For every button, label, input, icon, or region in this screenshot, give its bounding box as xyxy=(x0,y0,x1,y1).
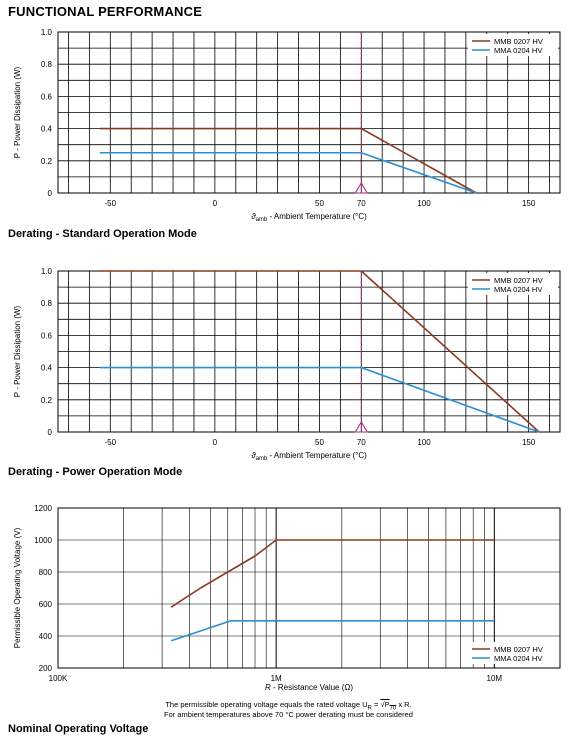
derating-standard-chart: 0 0.2 0.4 0.6 0.8 1.0 -50 0 50 70 100 150 MMB 0207 H… xyxy=(13,28,561,223)
plot-frame xyxy=(57,507,561,669)
series-line-1 xyxy=(99,366,540,433)
y-tick-label: 800 xyxy=(39,568,53,577)
x-tick-label: -50 xyxy=(105,438,117,447)
y-axis-label: P - Power Dissipation (W) xyxy=(13,305,22,397)
x-tick-label: 150 xyxy=(522,199,536,208)
x-tick-label: 50 xyxy=(315,438,324,447)
page-title: FUNCTIONAL PERFORMANCE xyxy=(8,4,203,19)
x-axis-label-symbol: R xyxy=(265,683,271,692)
voltage-note-text: The permissible operating voltage equals… xyxy=(165,700,368,709)
y-tick-label: 1000 xyxy=(34,536,52,545)
y-tick-label: 0.6 xyxy=(41,92,53,101)
y-tick-label: 1.0 xyxy=(41,28,53,37)
series-line-0 xyxy=(99,127,477,194)
x-tick-label: 10M xyxy=(487,674,503,683)
x-tick-label: 100 xyxy=(417,438,431,447)
x-axis-label-text: - Ambient Temperature (°C) xyxy=(267,212,367,221)
legend-label-1: MMA 0204 HV xyxy=(494,285,542,294)
series-line-1 xyxy=(170,620,495,642)
x-axis-label: ϑamb - Ambient Temperature (°C) xyxy=(251,451,367,462)
voltage-note-eq: = xyxy=(371,700,381,709)
x-tick-label: 70 xyxy=(357,438,366,447)
marker-triangle xyxy=(354,182,369,194)
x-tick-label: -50 xyxy=(105,199,117,208)
series-line-0 xyxy=(170,539,495,608)
legend-label-0: MMB 0207 HV xyxy=(494,276,543,285)
legend-label-0: MMB 0207 HV xyxy=(494,645,543,654)
series-line-0 xyxy=(99,270,540,433)
derating-power-chart: 0 0.2 0.4 0.6 0.8 1.0 -50 0 50 70 100 150 MMB 0207 H… xyxy=(13,267,561,462)
legend-label-0: MMB 0207 HV xyxy=(494,37,543,46)
legend-label-1: MMA 0204 HV xyxy=(494,46,542,55)
y-axis-label: Permissible Operating Voltage (V) xyxy=(13,527,22,648)
legend-label-1: MMA 0204 HV xyxy=(494,654,542,663)
y-tick-label: 0.6 xyxy=(41,331,53,340)
plot-frame xyxy=(57,31,561,194)
x-tick-label: 100 xyxy=(417,199,431,208)
voltage-note-line2: For ambient temperatures above 70 °C pow… xyxy=(164,710,413,719)
y-tick-label: 0 xyxy=(48,428,53,437)
voltage-note-sub: R xyxy=(367,705,372,712)
voltage-note-expr-sub: 70 xyxy=(389,705,397,712)
x-axis-label-symbol: ϑ xyxy=(251,451,256,460)
chart-caption-power: Derating - Power Operation Mode xyxy=(8,466,183,478)
nominal-voltage-chart: 200 400 600 800 1000 1200 100K 1M 10M MMB 0207 HV… xyxy=(13,504,561,692)
x-axis-label: R - Resistance Value (Ω) xyxy=(265,683,353,692)
x-tick-label: 100K xyxy=(49,674,68,683)
chart-caption-standard: Derating - Standard Operation Mode xyxy=(8,228,197,240)
voltage-note-expr: √P xyxy=(380,700,390,709)
y-tick-label: 0.4 xyxy=(41,125,53,134)
x-tick-label: 0 xyxy=(213,199,218,208)
x-axis-label-sub: amb xyxy=(256,456,268,462)
chart-caption-voltage: Nominal Operating Voltage xyxy=(8,723,149,735)
y-tick-label: 0.8 xyxy=(41,60,53,69)
voltage-note-expr-rest: x R. xyxy=(396,700,412,709)
y-tick-label: 1200 xyxy=(34,504,52,513)
y-tick-label: 0.8 xyxy=(41,299,53,308)
x-axis-label-sub: amb xyxy=(256,217,268,223)
x-axis-label-text: - Ambient Temperature (°C) xyxy=(267,451,367,460)
x-axis-label: ϑamb - Ambient Temperature (°C) xyxy=(251,212,367,223)
y-tick-label: 0 xyxy=(48,189,53,198)
marker-triangle xyxy=(354,421,369,433)
y-tick-label: 600 xyxy=(39,600,53,609)
y-tick-label: 0.2 xyxy=(41,157,53,166)
y-tick-label: 200 xyxy=(39,664,53,673)
y-tick-label: 1.0 xyxy=(41,267,53,276)
voltage-note-line1: The permissible operating voltage equals… xyxy=(0,700,577,714)
legend-box xyxy=(468,34,558,56)
y-tick-label: 0.4 xyxy=(41,364,53,373)
y-tick-label: 400 xyxy=(39,632,53,641)
series-line-1 xyxy=(99,151,477,194)
legend-box xyxy=(468,642,558,664)
x-tick-label: 150 xyxy=(522,438,536,447)
x-tick-label: 70 xyxy=(357,199,366,208)
x-tick-label: 1M xyxy=(271,674,282,683)
x-axis-label-text: - Resistance Value (Ω) xyxy=(271,683,354,692)
legend-box xyxy=(468,273,558,295)
x-tick-label: 50 xyxy=(315,199,324,208)
x-axis-label-symbol: ϑ xyxy=(251,212,256,221)
y-axis-label: P - Power Dissipation (W) xyxy=(13,66,22,158)
y-tick-label: 0.2 xyxy=(41,396,53,405)
x-tick-label: 0 xyxy=(213,438,218,447)
